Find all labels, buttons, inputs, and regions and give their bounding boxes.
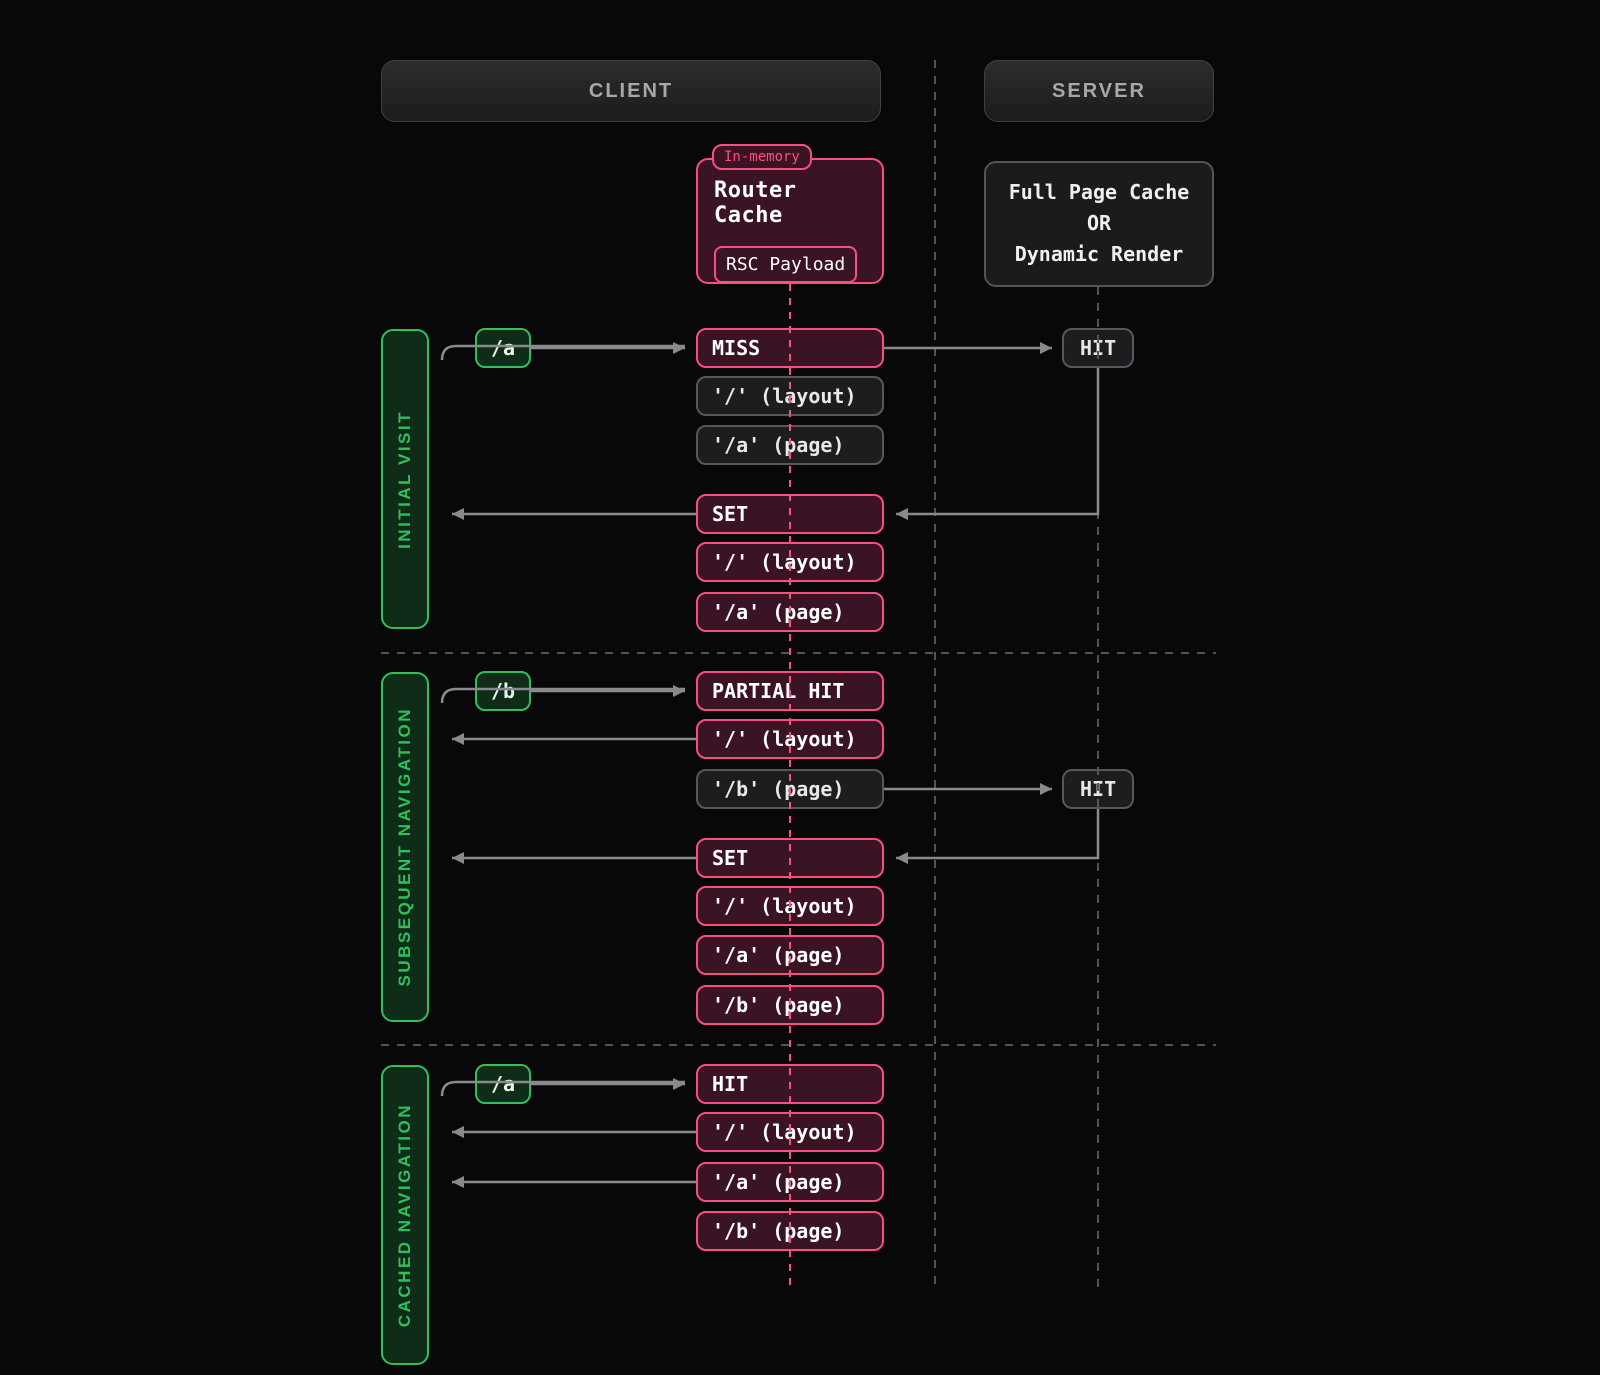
pink-box: '/b' (page) (696, 1211, 884, 1251)
server-header: SERVER (984, 60, 1214, 122)
section-label-text: INITIAL VISIT (395, 410, 415, 549)
section-label-cached: CACHED NAVIGATION (381, 1065, 429, 1365)
gray-box: '/a' (page) (696, 425, 884, 465)
router-cache-title: Router Cache (714, 178, 866, 228)
router-cache-card: In-memoryRouter CacheRSC Payload (696, 158, 884, 284)
section-label-text: CACHED NAVIGATION (395, 1103, 415, 1327)
section-label-text: SUBSEQUENT NAVIGATION (395, 707, 415, 987)
pink-box: '/b' (page) (696, 985, 884, 1025)
pink-box: '/' (layout) (696, 719, 884, 759)
server-hit-box: HIT (1062, 328, 1134, 368)
pink-box: '/' (layout) (696, 542, 884, 582)
gray-box: '/b' (page) (696, 769, 884, 809)
pink-box: HIT (696, 1064, 884, 1104)
pink-box: PARTIAL HIT (696, 671, 884, 711)
server-card-line3: Dynamic Render (996, 239, 1202, 270)
section-label-subsequent: SUBSEQUENT NAVIGATION (381, 672, 429, 1022)
server-card-line1: Full Page Cache (996, 177, 1202, 208)
pink-box: SET (696, 494, 884, 534)
client-header: CLIENT (381, 60, 881, 122)
server-card-line2: OR (996, 208, 1202, 239)
gray-box: '/' (layout) (696, 376, 884, 416)
rsc-payload-label: RSC Payload (714, 246, 857, 283)
route-chip: /a (475, 1064, 531, 1104)
server-render-card: Full Page CacheORDynamic Render (984, 161, 1214, 287)
pink-box: '/' (layout) (696, 1112, 884, 1152)
route-chip: /b (475, 671, 531, 711)
section-label-initial: INITIAL VISIT (381, 329, 429, 629)
pink-box: '/a' (page) (696, 935, 884, 975)
pink-box: '/a' (page) (696, 1162, 884, 1202)
server-hit-box: HIT (1062, 769, 1134, 809)
pink-box: SET (696, 838, 884, 878)
in-memory-tag: In-memory (712, 144, 812, 170)
pink-box: '/a' (page) (696, 592, 884, 632)
route-chip: /a (475, 328, 531, 368)
pink-box: '/' (layout) (696, 886, 884, 926)
pink-box: MISS (696, 328, 884, 368)
